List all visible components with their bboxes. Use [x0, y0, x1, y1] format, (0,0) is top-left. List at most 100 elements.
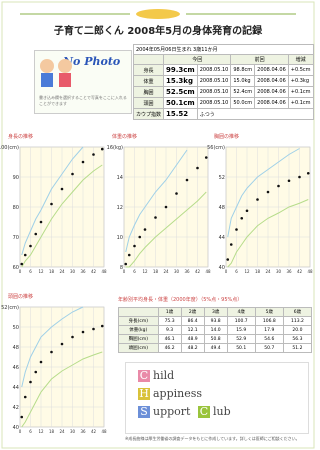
footnote: ※成長曲線は厚生労働省の調査データをもとに作成しています。詳しくは医師にご相談く…: [125, 436, 300, 442]
data-point: [186, 179, 189, 182]
cell: 50.8: [204, 335, 227, 344]
x-tick-label: 42: [297, 269, 303, 274]
cell: +0.3kg: [288, 76, 313, 87]
x-tick-label: 6: [133, 269, 136, 274]
col-header: 2歳: [181, 308, 204, 317]
cell: 2008.04.06: [255, 65, 289, 76]
cell: 15.3kg: [164, 76, 198, 87]
x-tick-label: 24: [59, 429, 65, 434]
data-point: [205, 156, 208, 159]
x-tick-label: 18: [49, 269, 55, 274]
y-tick-label: 80: [13, 205, 19, 211]
data-point: [40, 361, 43, 364]
data-point: [20, 263, 23, 266]
data-point: [133, 245, 136, 248]
chart-title: 胸囲の推移: [214, 133, 239, 140]
cell: 52.4cm: [231, 87, 255, 98]
x-tick-label: 30: [70, 429, 76, 434]
cell: 75.3: [158, 317, 181, 326]
col-header: 今回: [164, 55, 231, 65]
data-point: [277, 185, 280, 188]
data-point: [20, 416, 23, 419]
data-point: [154, 216, 157, 219]
data-point: [226, 258, 229, 261]
data-point: [298, 176, 301, 179]
cell: 胸囲: [134, 87, 164, 98]
avg-row: 体重(kg)9.312.114.015.917.920.0: [119, 326, 312, 335]
x-tick-label: 0: [123, 269, 126, 274]
x-tick-label: 36: [286, 269, 292, 274]
cell: 50.1: [227, 344, 255, 353]
y-tick-label: 42: [13, 405, 19, 411]
cell: 49.4: [204, 344, 227, 353]
x-tick-label: 42: [195, 269, 201, 274]
cell: 15.52: [164, 109, 198, 120]
cell: 48.9: [181, 335, 204, 344]
data-point: [92, 153, 95, 156]
cell: 12.1: [181, 326, 204, 335]
data-point: [128, 254, 131, 257]
cell: 93.8: [204, 317, 227, 326]
cell: +0.1cm: [288, 98, 313, 109]
data-point: [240, 217, 243, 220]
cell: +0.1cm: [288, 87, 313, 98]
cell: ふつう: [197, 109, 313, 120]
y-tick-label: 70: [13, 235, 19, 241]
x-tick-label: 36: [80, 429, 86, 434]
data-point: [165, 206, 168, 209]
y-tick-label: 12: [117, 205, 123, 211]
x-tick-label: 48: [307, 269, 313, 274]
cell: 99.3cm: [164, 65, 198, 76]
data-point: [24, 396, 27, 399]
x-tick-label: 6: [29, 269, 32, 274]
cell: 頭囲: [134, 98, 164, 109]
average-table: 1歳2歳3歳4歳5歳6歳 身長(cm)75.386.493.8100.7106.…: [118, 307, 312, 353]
x-tick-label: 24: [265, 269, 271, 274]
x-tick-label: 12: [38, 269, 44, 274]
cell: 身長: [134, 65, 164, 76]
cell: 20.0: [283, 326, 311, 335]
col-header: 前回: [231, 55, 288, 65]
cell: 52.5cm: [164, 87, 198, 98]
cell: 54.6: [255, 335, 283, 344]
kids-illustration: [37, 57, 77, 91]
cell: 100.7: [227, 317, 255, 326]
data-point: [101, 325, 104, 328]
measurement-row: 頭囲50.1cm2008.05.1050.0cm2008.04.06+0.1cm: [134, 98, 314, 109]
cell: 9.3: [158, 326, 181, 335]
x-tick-label: 18: [49, 429, 55, 434]
cell: 113.2: [283, 317, 311, 326]
x-tick-label: 12: [244, 269, 250, 274]
birth-info: 2004年05月06日生まれ 3歳11か月: [134, 45, 314, 55]
cell: 2008.05.10: [197, 76, 231, 87]
cell: 50.7: [255, 344, 283, 353]
x-tick-label: 42: [91, 269, 97, 274]
photo-box: No Photo 書き込み欄を選択することで写真をここに入れることができます: [34, 50, 132, 114]
data-point: [50, 203, 53, 206]
data-point: [71, 173, 74, 176]
cell: 体重: [134, 76, 164, 87]
col-header: 4歳: [227, 308, 255, 317]
data-point: [40, 221, 43, 224]
measurement-rows: 身長99.3cm2008.05.1098.8cm2008.04.06+0.5cm…: [134, 65, 314, 120]
col-header: 6歳: [283, 308, 311, 317]
data-point: [101, 148, 104, 151]
x-tick-label: 24: [163, 269, 169, 274]
cell: 15.9: [227, 326, 255, 335]
x-tick-label: 6: [235, 269, 238, 274]
x-tick-label: 36: [184, 269, 190, 274]
cell: 2008.04.06: [255, 87, 289, 98]
corner: [119, 308, 159, 317]
data-point: [235, 228, 238, 231]
cell: 46.1: [158, 335, 181, 344]
page: 身長の推移60708090100(cm)0612182430364248体重の推…: [0, 0, 316, 450]
data-point: [24, 254, 27, 257]
